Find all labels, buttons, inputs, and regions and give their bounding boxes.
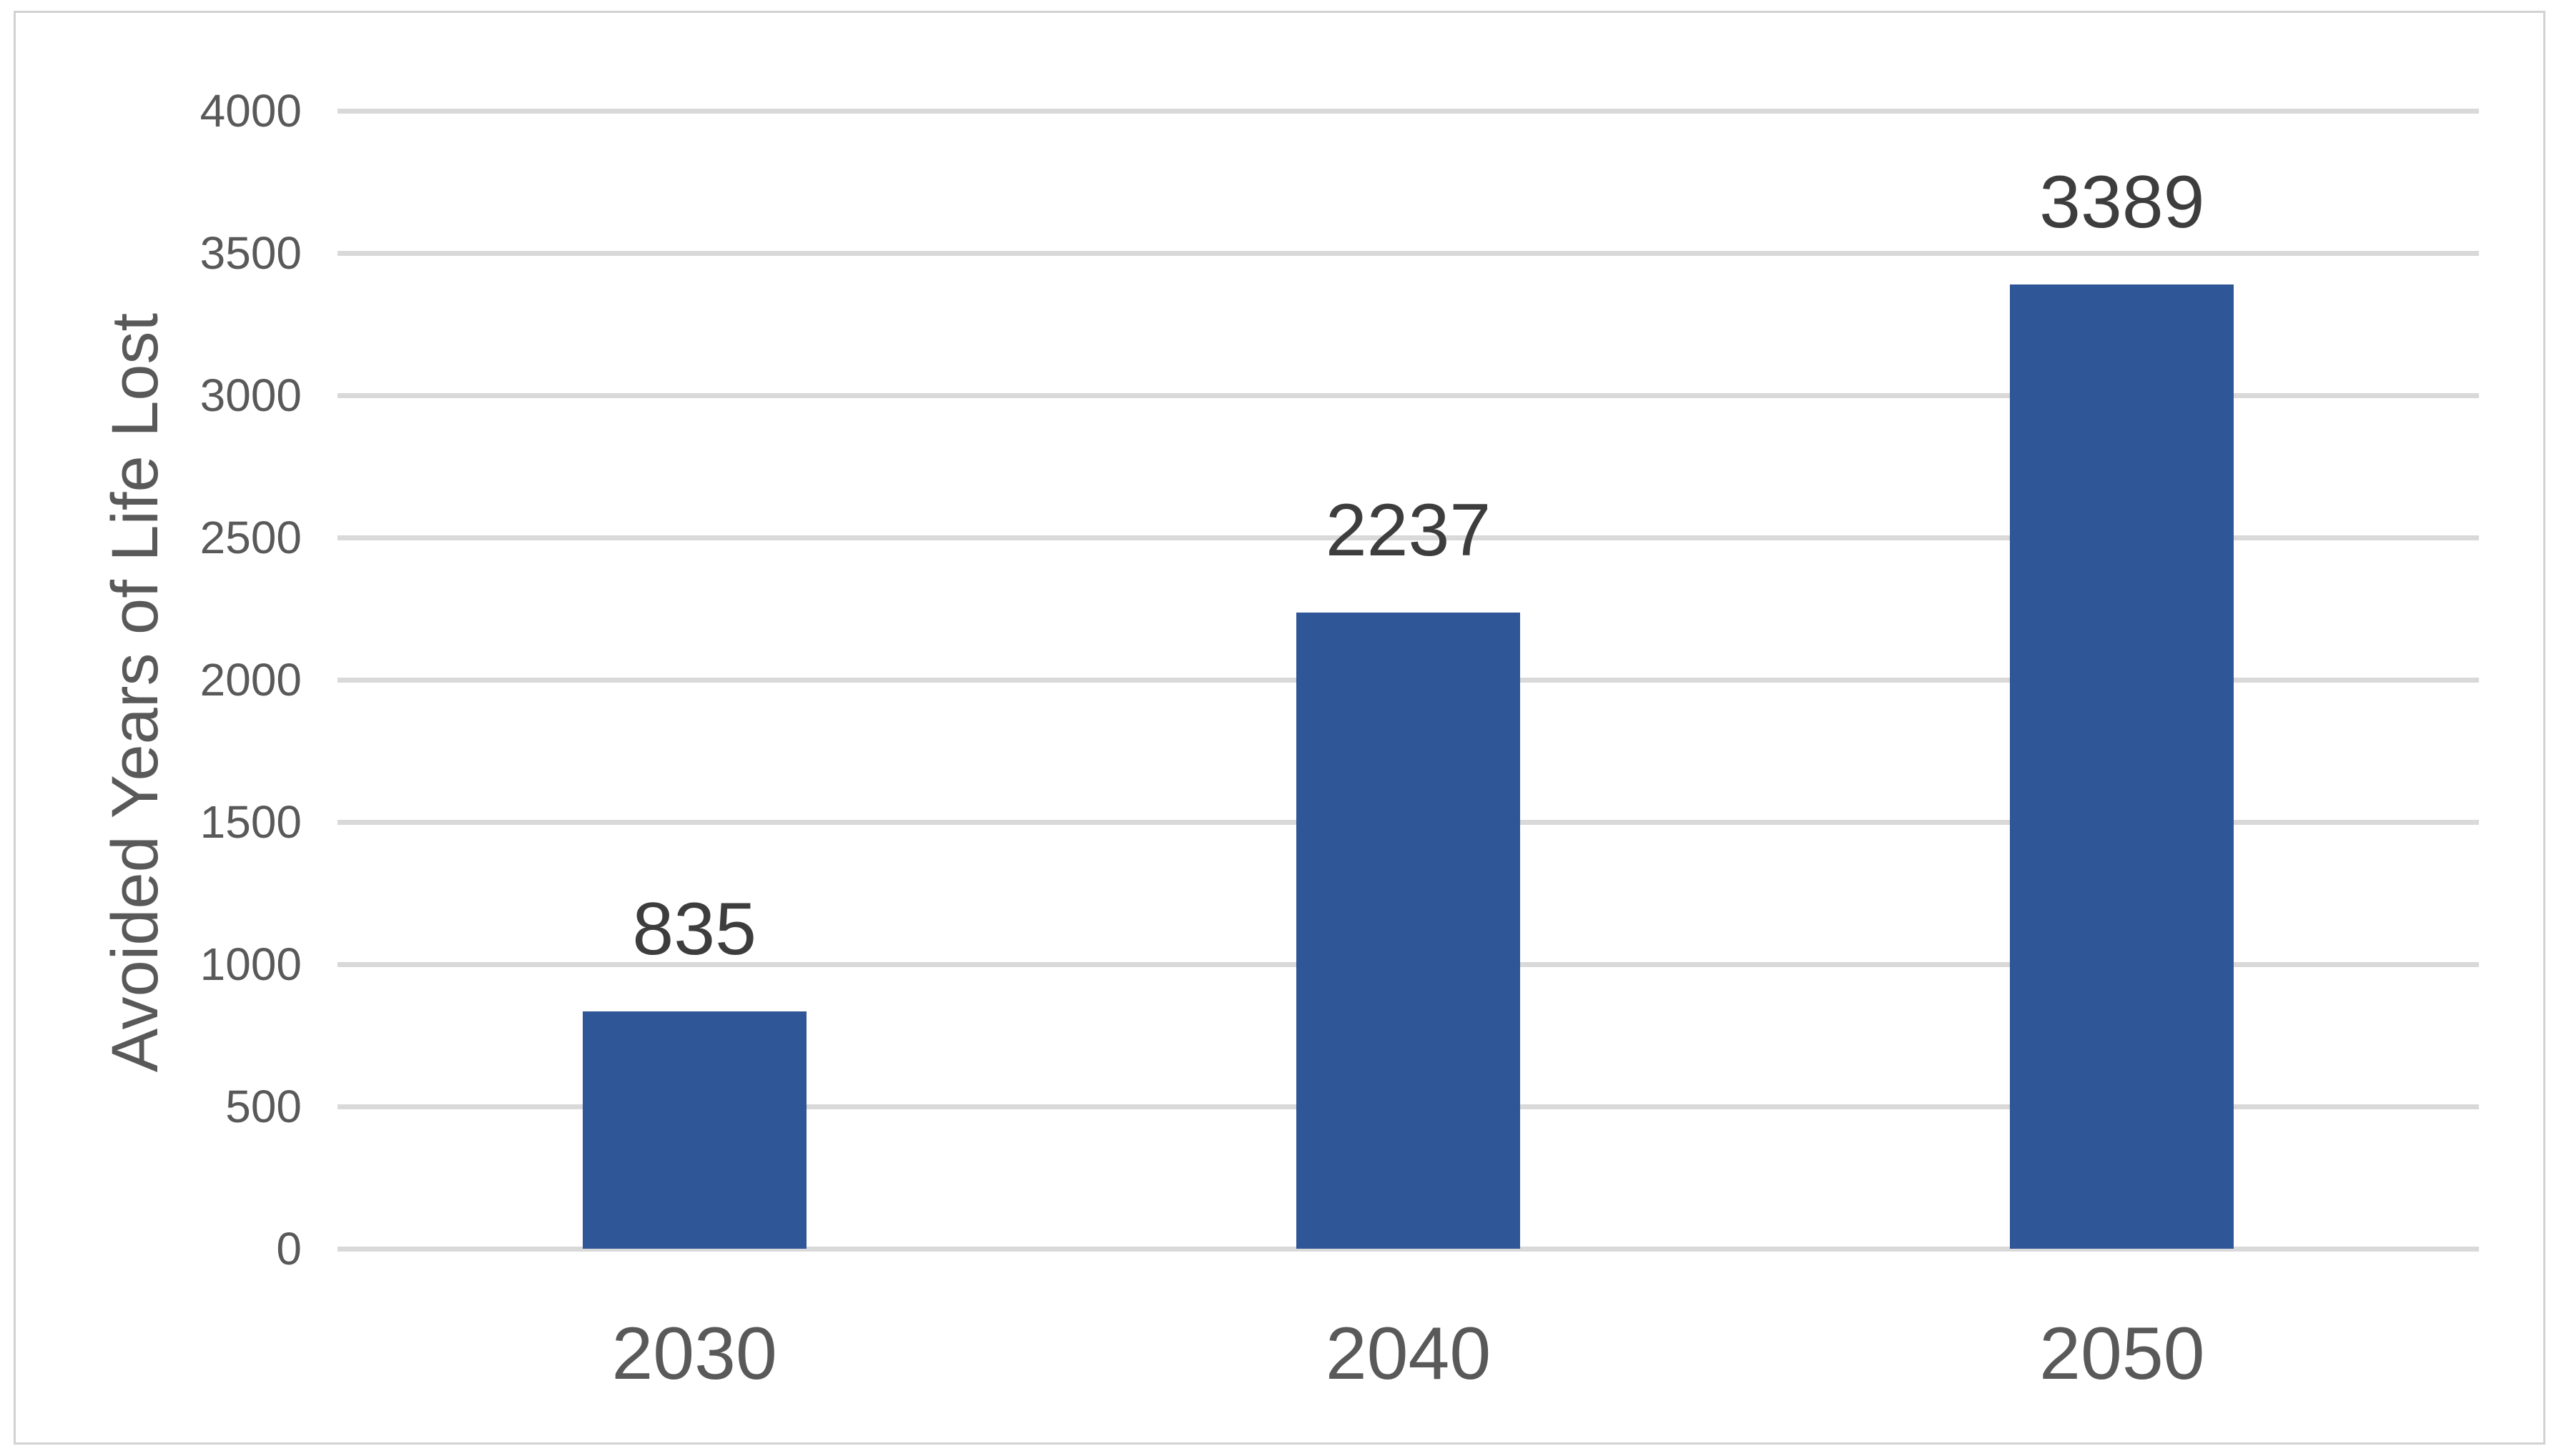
gridline-0 bbox=[337, 1246, 2479, 1252]
y-tick-label-2000: 2000 bbox=[199, 654, 302, 705]
y-tick-label-4000: 4000 bbox=[199, 85, 302, 137]
bar-2030 bbox=[582, 1011, 807, 1249]
y-tick-label-2500: 2500 bbox=[199, 512, 302, 563]
y-tick-label-3500: 3500 bbox=[199, 227, 302, 279]
x-category-label-2030: 2030 bbox=[611, 1312, 777, 1395]
gridline-4000 bbox=[337, 108, 2479, 114]
y-tick-label-3000: 3000 bbox=[199, 370, 302, 421]
gridline-2500 bbox=[337, 535, 2479, 540]
gridline-3000 bbox=[337, 392, 2479, 398]
gridline-3500 bbox=[337, 250, 2479, 256]
x-category-label-2040: 2040 bbox=[1325, 1312, 1491, 1395]
y-tick-label-0: 0 bbox=[276, 1223, 302, 1274]
bar-2050 bbox=[2010, 284, 2234, 1249]
chart-frame-border: 835 2237 3389 0 500 1000 1500 2000 2500 3000 3500… bbox=[14, 11, 2545, 1445]
data-label-2050: 3389 bbox=[2039, 161, 2205, 244]
y-tick-label-1500: 1500 bbox=[199, 796, 302, 848]
plot-area: 835 2237 3389 bbox=[337, 108, 2479, 1252]
x-category-label-2050: 2050 bbox=[2039, 1312, 2205, 1395]
data-label-2030: 835 bbox=[632, 887, 756, 971]
y-tick-label-1000: 1000 bbox=[199, 939, 302, 990]
y-axis-title: Avoided Years of Life Lost bbox=[99, 312, 172, 1073]
data-label-2040: 2237 bbox=[1325, 488, 1491, 572]
y-tick-label-500: 500 bbox=[225, 1081, 302, 1132]
bar-2040 bbox=[1296, 612, 1520, 1249]
